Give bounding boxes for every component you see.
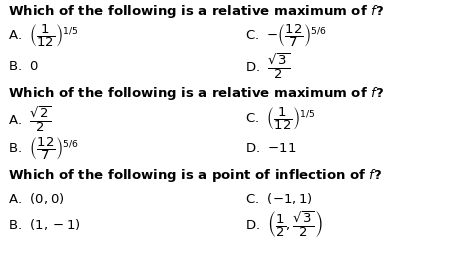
Text: B.  $\left(\dfrac{12}{7}\right)^{5/6}$: B. $\left(\dfrac{12}{7}\right)^{5/6}$ bbox=[8, 136, 78, 162]
Text: Which of the following is a relative maximum of $f$?: Which of the following is a relative max… bbox=[8, 85, 384, 102]
Text: C.  $(-1,1)$: C. $(-1,1)$ bbox=[245, 191, 313, 206]
Text: Which of the following is a point of inflection of $f$?: Which of the following is a point of inf… bbox=[8, 167, 382, 184]
Text: D.  $-11$: D. $-11$ bbox=[245, 143, 296, 155]
Text: B.  $0$: B. $0$ bbox=[8, 59, 39, 73]
Text: Which of the following is a relative maximum of $f$?: Which of the following is a relative max… bbox=[8, 3, 384, 20]
Text: B.  $(1,-1)$: B. $(1,-1)$ bbox=[8, 217, 81, 232]
Text: D.  $\left(\dfrac{1}{2},\dfrac{\sqrt{3}}{2}\right)$: D. $\left(\dfrac{1}{2},\dfrac{\sqrt{3}}{… bbox=[245, 209, 323, 239]
Text: A.  $(0,0)$: A. $(0,0)$ bbox=[8, 191, 65, 206]
Text: A.  $\left(\dfrac{1}{12}\right)^{1/5}$: A. $\left(\dfrac{1}{12}\right)^{1/5}$ bbox=[8, 23, 78, 49]
Text: C.  $-\left(\dfrac{12}{7}\right)^{5/6}$: C. $-\left(\dfrac{12}{7}\right)^{5/6}$ bbox=[245, 23, 327, 49]
Text: C.  $\left(\dfrac{1}{12}\right)^{1/5}$: C. $\left(\dfrac{1}{12}\right)^{1/5}$ bbox=[245, 105, 316, 133]
Text: A.  $\dfrac{\sqrt{2}}{2}$: A. $\dfrac{\sqrt{2}}{2}$ bbox=[8, 104, 52, 134]
Text: D.  $\dfrac{\sqrt{3}}{2}$: D. $\dfrac{\sqrt{3}}{2}$ bbox=[245, 51, 290, 81]
